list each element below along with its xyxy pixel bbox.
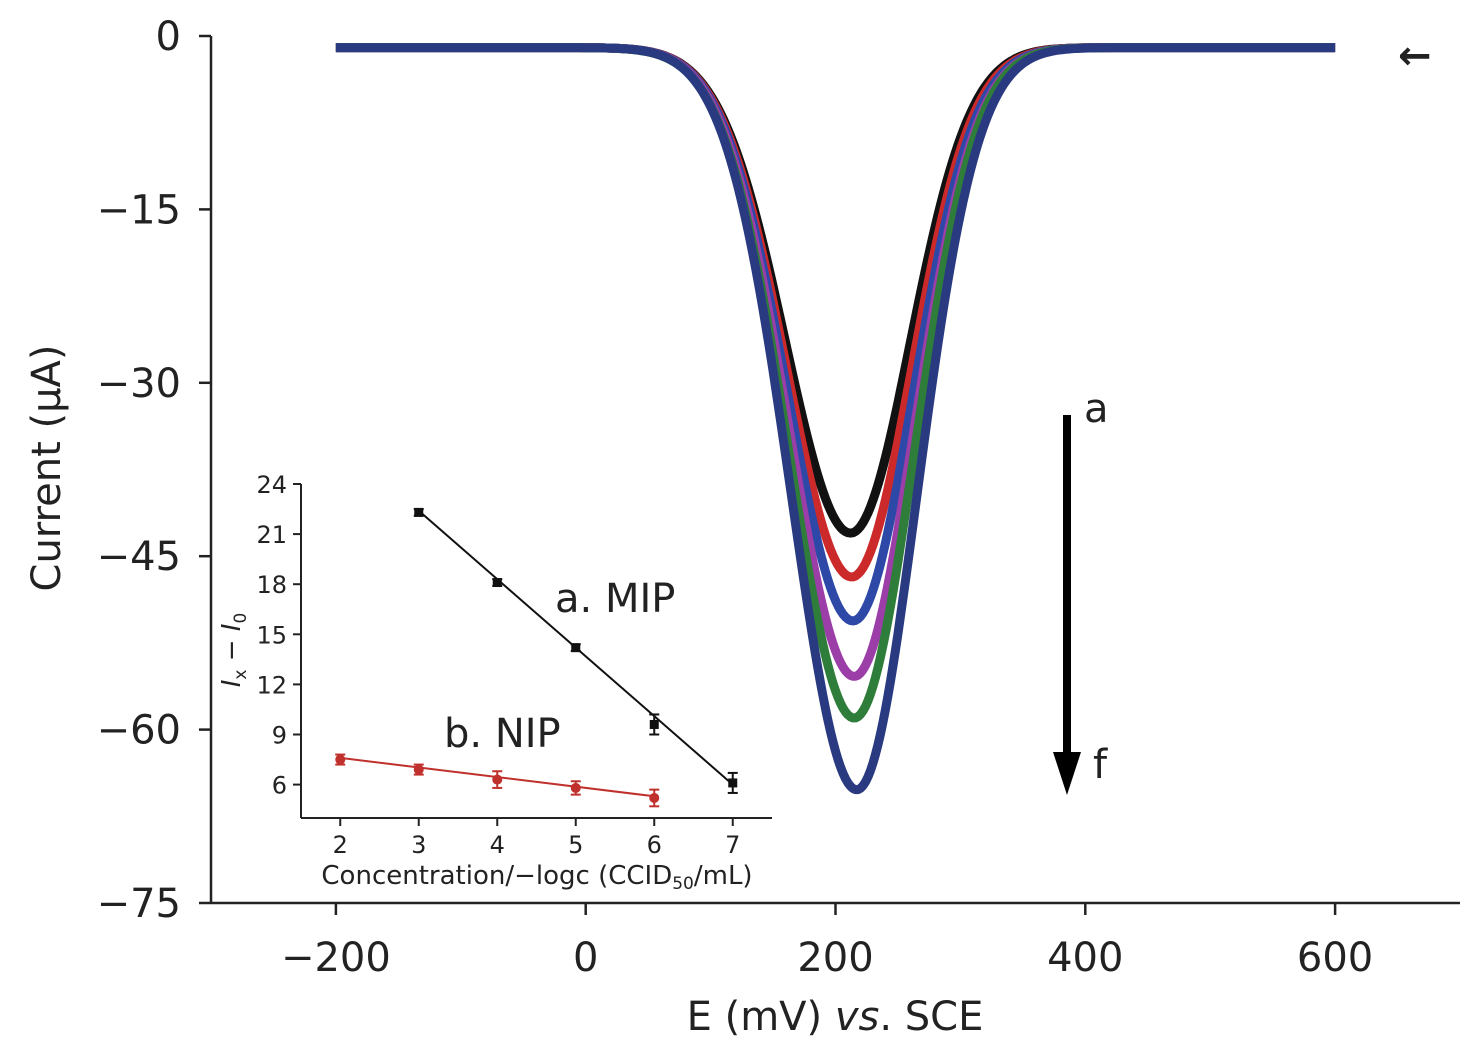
dpv-curve-c xyxy=(333,43,1338,626)
inset-y-title-sub-0: 0 xyxy=(231,613,251,624)
y-tick-label: −75 xyxy=(97,881,181,927)
dpv-curve-d xyxy=(333,43,1338,681)
inset-x-tick-label: 4 xyxy=(490,831,505,859)
inset-x-tick-label: 2 xyxy=(333,831,348,859)
inset-chart: 6 9 12 15 18 21 24 2 3 4 5 6 7 a. MIP b. NIP Concent… xyxy=(217,471,772,894)
trend-label-start: a xyxy=(1084,386,1109,432)
inset-series-label-mip: a. MIP xyxy=(555,576,675,622)
inset-series-label-nip: b. NIP xyxy=(444,711,561,757)
inset-x-tick-label: 5 xyxy=(568,831,583,859)
inset-point-mip xyxy=(728,778,738,788)
x-axis-title-part1: E (mV) xyxy=(687,994,835,1040)
inset-x-tick-label: 7 xyxy=(725,831,740,859)
x-tick-label: 200 xyxy=(797,935,873,981)
x-axis-title-part3: . SCE xyxy=(879,994,983,1040)
inset-y-tick-label: 24 xyxy=(256,471,287,499)
y-tick-label: −45 xyxy=(97,534,181,580)
trend-label-end: f xyxy=(1093,742,1108,788)
main-labels: Current (μA) E (mV) vs. SCE xyxy=(24,345,983,1040)
inset-axes: 6 9 12 15 18 21 24 2 3 4 5 6 7 xyxy=(256,471,772,859)
inset-x-title-sub: 50 xyxy=(672,874,694,894)
x-tick-label: 0 xyxy=(573,935,598,981)
inset-y-title-sub-x: x xyxy=(231,670,251,680)
x-axis-title-italic: vs xyxy=(835,994,880,1040)
y-tick-label: 0 xyxy=(156,14,181,60)
inset-point-nip xyxy=(413,764,424,775)
dpv-curve-f xyxy=(333,43,1338,795)
inset-y-tick-label: 15 xyxy=(256,621,287,649)
annotations: a f ← xyxy=(1053,33,1432,795)
inset-y-tick-label: 12 xyxy=(256,671,287,699)
scan-direction-arrow: ← xyxy=(1398,33,1432,79)
inset-point-mip xyxy=(414,507,424,517)
main-axes: 0−15−30−45−60−75−200 0 200 400 600 xyxy=(97,14,1460,981)
inset-point-mip xyxy=(571,643,581,653)
inset-x-tick-label: 6 xyxy=(647,831,662,859)
inset-x-axis-title: Concentration/−logc (CCID50/mL) xyxy=(321,861,752,894)
dpv-curve-a xyxy=(333,43,1338,538)
inset-y-title-i: I xyxy=(217,680,247,688)
inset-y-axis-title: Ix − I0 xyxy=(217,613,251,688)
inset-y-title-i0: I xyxy=(217,624,247,632)
inset-point-nip xyxy=(335,754,346,765)
inset-y-tick-label: 21 xyxy=(256,521,287,549)
inset-x-title-main: Concentration/−logc (CCID xyxy=(321,861,672,891)
inset-series xyxy=(335,507,738,808)
dpv-curve-e xyxy=(333,43,1338,723)
x-tick-label: −200 xyxy=(281,935,391,981)
x-axis-title: E (mV) vs. SCE xyxy=(687,994,984,1040)
inset-point-mip xyxy=(649,719,659,729)
inset-x-title-tail: /mL) xyxy=(694,861,753,891)
inset-point-nip xyxy=(492,774,503,785)
trend-arrow-head xyxy=(1053,752,1081,795)
inset-x-tick-label: 3 xyxy=(411,831,426,859)
y-tick-label: −60 xyxy=(97,708,181,754)
inset-y-tick-label: 6 xyxy=(272,772,287,800)
main-curves xyxy=(333,43,1338,795)
x-tick-label: 400 xyxy=(1047,935,1123,981)
inset-point-nip xyxy=(649,792,660,803)
y-axis-title: Current (μA) xyxy=(24,345,70,592)
y-tick-label: −30 xyxy=(97,361,181,407)
dpv-curve-b xyxy=(333,43,1338,582)
inset-y-title-minus: − xyxy=(217,631,247,669)
inset-point-mip xyxy=(492,578,502,588)
x-tick-label: 600 xyxy=(1297,935,1373,981)
inset-point-nip xyxy=(570,782,581,793)
inset-y-tick-label: 18 xyxy=(256,571,287,599)
y-tick-label: −15 xyxy=(97,187,181,233)
inset-y-tick-label: 9 xyxy=(272,722,287,750)
